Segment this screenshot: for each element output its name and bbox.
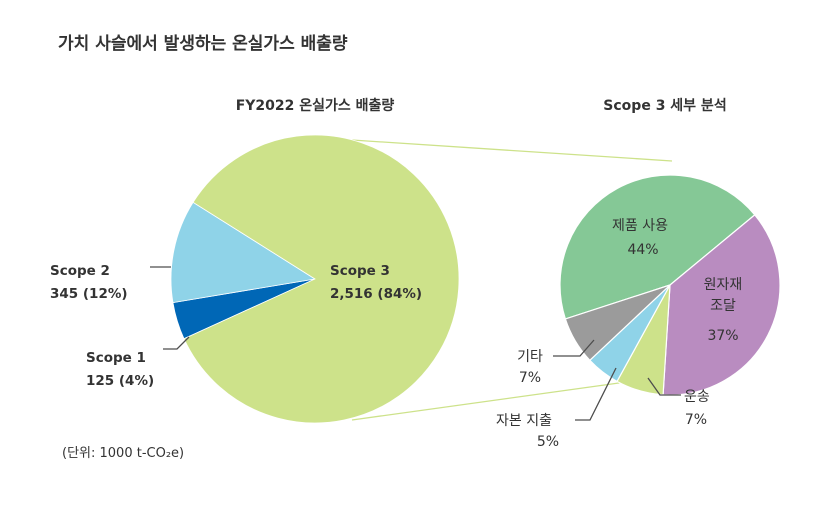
capex-name-label: 자본 지출 (496, 413, 552, 429)
other-name-label: 기타 (517, 349, 543, 365)
transport-leader-line (647, 377, 681, 396)
scope3-value-label: 2,516 (84%) (330, 286, 422, 302)
scope2-name-label: Scope 2 (50, 263, 110, 279)
left-pie-slice-scope-2 (170, 201, 317, 304)
left-pie (170, 134, 460, 424)
materials-name-line2: 조달 (710, 298, 736, 314)
product-use-percent-label: 44% (627, 242, 658, 258)
other-leader-line (553, 339, 595, 357)
connector-line-top (351, 139, 673, 162)
scope1-leader-line (163, 336, 190, 350)
capex-leader-line (575, 367, 617, 421)
right-pie-slice-2 (662, 214, 781, 396)
scope1-name-label: Scope 1 (86, 350, 146, 366)
transport-percent-label: 7% (685, 412, 707, 428)
connector-line-bottom (351, 377, 656, 421)
right-pie-slice-1 (559, 174, 756, 320)
right-chart-title: Scope 3 세부 분석 (603, 98, 726, 114)
unit-note: (단위: 1000 t-CO₂e) (62, 446, 184, 461)
transport-name-label: 운송 (684, 389, 710, 405)
left-chart-title: FY2022 온실가스 배출량 (236, 97, 395, 114)
scope1-value-label: 125 (4%) (86, 373, 154, 389)
connector-lines (351, 139, 673, 421)
capex-percent-label: 5% (537, 434, 559, 450)
page-title: 가치 사슬에서 발생하는 온실가스 배출량 (58, 34, 348, 54)
materials-name-line1: 원자재 (704, 277, 743, 293)
product-use-name-label: 제품 사용 (612, 218, 668, 234)
other-percent-label: 7% (519, 370, 541, 386)
materials-percent-label: 37% (707, 328, 738, 344)
scope2-value-label: 345 (12%) (50, 286, 128, 302)
left-pie-slice-scope-3 (183, 134, 460, 424)
right-pie (559, 174, 781, 396)
right-pie-slice-5 (564, 284, 671, 362)
scope3-name-label: Scope 3 (330, 263, 390, 279)
